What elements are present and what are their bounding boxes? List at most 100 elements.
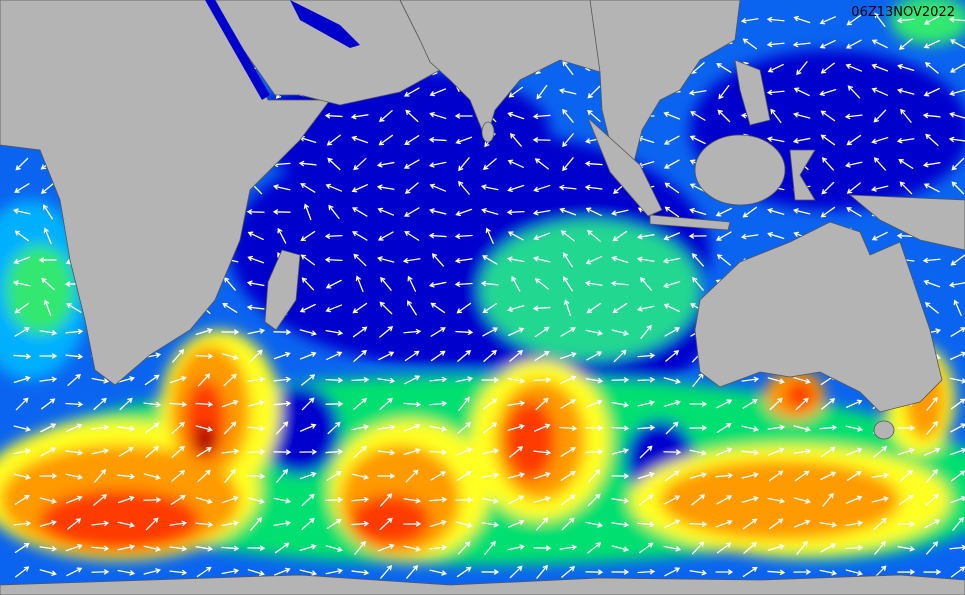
wave-arrow <box>117 544 136 551</box>
wave-arrow <box>844 161 863 168</box>
wave-arrow <box>611 329 629 336</box>
wave-arrow <box>13 353 32 360</box>
wave-arrow <box>325 377 344 383</box>
wave-arrow <box>923 39 940 49</box>
wave-arrow <box>562 133 574 148</box>
wave-arrow <box>169 401 188 408</box>
wave-arrow <box>481 377 500 383</box>
wave-arrow <box>300 183 316 193</box>
wave-arrow <box>949 495 965 504</box>
wave-arrow <box>793 569 812 575</box>
wave-arrow <box>665 350 680 362</box>
wave-arrow <box>897 447 915 456</box>
wave-arrow <box>195 425 213 432</box>
wave-arrow <box>221 399 239 408</box>
wave-arrow <box>222 303 238 313</box>
wave-arrow <box>766 16 785 23</box>
wave-arrow <box>39 520 57 527</box>
wave-arrow <box>428 137 447 143</box>
wave-arrow <box>482 158 497 170</box>
wave-arrow <box>117 569 136 576</box>
wave-arrow <box>93 397 107 411</box>
wave-arrow <box>300 230 316 242</box>
wave-arrow <box>91 569 110 575</box>
wave-arrow <box>509 350 524 362</box>
wave-arrow <box>664 206 680 218</box>
wave-arrow <box>611 425 630 431</box>
wave-arrow <box>377 543 395 552</box>
wave-arrow <box>455 208 473 217</box>
wave-arrow <box>39 330 58 336</box>
wave-arrow <box>689 449 708 456</box>
wave-arrow <box>41 277 55 291</box>
antarctica <box>0 574 965 595</box>
wave-arrow <box>12 280 31 287</box>
wave-arrow <box>195 546 214 552</box>
wave-arrow <box>377 424 396 431</box>
wave-arrow <box>221 545 240 552</box>
wave-arrow <box>767 424 786 431</box>
wave-arrow <box>91 520 110 527</box>
wave-arrow <box>560 375 577 384</box>
wave-arrow <box>458 180 470 195</box>
wave-arrow <box>66 303 82 313</box>
wave-arrow <box>351 473 369 480</box>
wave-arrow <box>559 351 577 360</box>
wave-arrow <box>742 206 758 218</box>
wave-arrow <box>15 397 29 411</box>
wave-arrow <box>223 373 237 387</box>
wave-arrow <box>14 542 30 554</box>
wave-arrow <box>741 425 760 432</box>
wave-arrow <box>846 14 862 26</box>
wave-arrow <box>873 517 887 530</box>
wave-arrow <box>923 279 941 288</box>
wave-arrow <box>195 328 213 335</box>
wave-arrow <box>325 183 343 192</box>
borneo <box>694 134 786 206</box>
wave-arrow <box>429 544 448 551</box>
wave-arrow <box>949 63 965 73</box>
wave-arrow <box>377 449 396 456</box>
wave-arrow <box>144 374 160 386</box>
wave-arrow <box>117 376 135 383</box>
wave-arrow <box>897 64 915 72</box>
wave-arrow <box>91 377 110 384</box>
wave-arrow <box>247 425 266 432</box>
wave-arrow <box>898 158 914 169</box>
wave-arrow <box>510 132 522 147</box>
wave-arrow <box>587 85 601 99</box>
wave-arrow <box>38 257 57 263</box>
wave-arrow <box>769 397 783 411</box>
wave-arrow <box>118 447 134 457</box>
wave-arrow <box>821 157 834 171</box>
tasmania <box>873 420 895 440</box>
wave-arrow <box>585 207 602 217</box>
wave-arrow <box>429 112 447 120</box>
wave-arrow <box>716 254 731 266</box>
wave-arrow <box>482 327 499 337</box>
wave-arrow <box>430 471 447 481</box>
wave-arrow <box>247 400 265 407</box>
wave-arrow <box>301 493 315 507</box>
wave-arrow <box>819 569 838 576</box>
wave-arrow <box>689 521 708 527</box>
wave-arrow <box>663 159 680 169</box>
wave-arrow <box>403 498 422 504</box>
wave-arrow <box>663 232 681 241</box>
wave-arrow <box>688 90 707 96</box>
wave-arrow <box>558 184 577 191</box>
wave-arrow <box>716 423 732 433</box>
wave-arrow <box>507 159 524 168</box>
wave-arrow <box>246 280 265 287</box>
wave-arrow <box>559 207 577 216</box>
wave-arrow <box>953 299 962 316</box>
wave-arrow <box>250 516 262 531</box>
wave-arrow <box>587 493 601 507</box>
wave-arrow <box>924 519 941 529</box>
wave-arrow <box>379 326 394 338</box>
wave-arrow <box>507 231 524 241</box>
wave-arrow <box>377 231 394 241</box>
wave-arrow <box>403 521 422 527</box>
wave-arrow <box>561 566 576 578</box>
